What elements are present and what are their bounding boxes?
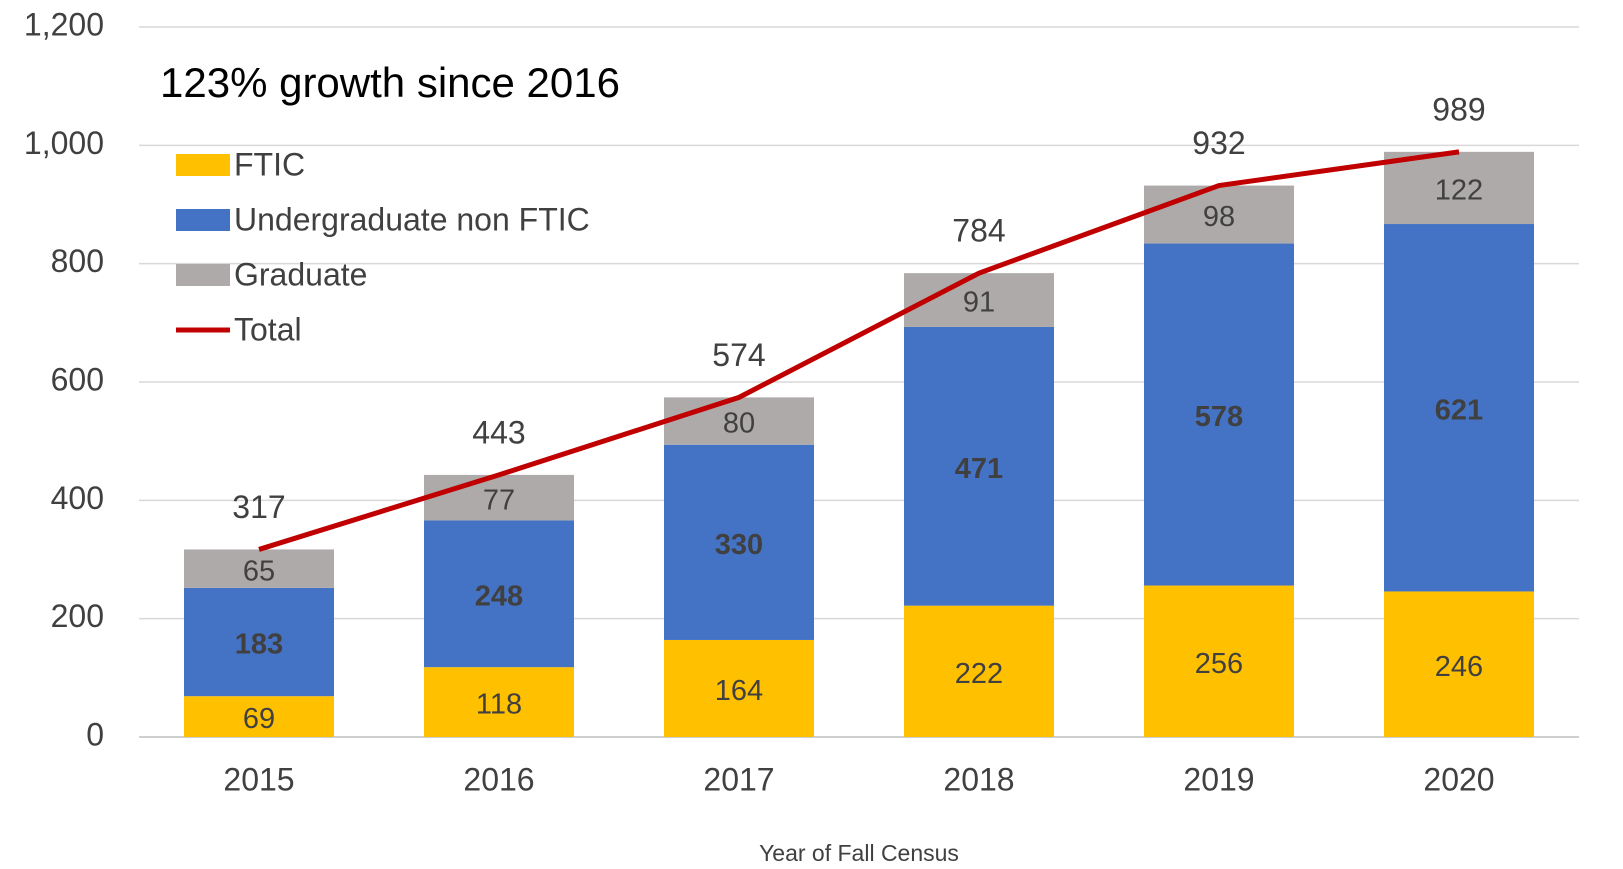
bar (1384, 151, 1534, 225)
legend-label: Graduate (234, 256, 367, 292)
data-label: 330 (715, 529, 763, 561)
bar (424, 667, 574, 737)
bar (1144, 243, 1294, 586)
y-tick-label: 200 (51, 598, 104, 634)
bar (904, 326, 1054, 606)
data-label: 164 (715, 675, 763, 707)
legend-swatch (176, 209, 230, 231)
y-tick-label: 1,200 (24, 6, 104, 42)
data-label: 91 (963, 287, 995, 319)
data-label: 118 (476, 689, 522, 721)
bar (664, 444, 814, 640)
total-label: 989 (1432, 91, 1485, 127)
bar (184, 549, 334, 588)
legend-label: Total (234, 311, 302, 347)
data-label: 77 (483, 484, 515, 516)
total-label: 932 (1192, 125, 1245, 161)
data-label: 621 (1435, 394, 1483, 426)
data-label: 222 (955, 658, 1003, 690)
data-label: 80 (723, 408, 755, 440)
bar (904, 605, 1054, 737)
y-tick-label: 800 (51, 243, 104, 279)
bar (424, 520, 574, 668)
legend-label: FTIC (234, 146, 305, 182)
data-label: 578 (1195, 401, 1243, 433)
total-label: 317 (232, 489, 285, 525)
x-tick-label: 2016 (463, 761, 534, 797)
bar (424, 474, 574, 521)
y-tick-label: 600 (51, 361, 104, 397)
bar (664, 639, 814, 737)
bar (1144, 585, 1294, 737)
x-tick-label: 2018 (943, 761, 1014, 797)
data-label: 256 (1195, 648, 1243, 680)
x-tick-label: 2017 (703, 761, 774, 797)
bar (1144, 185, 1294, 244)
data-label: 65 (243, 555, 275, 587)
y-tick-label: 0 (86, 716, 104, 752)
y-tick-label: 400 (51, 480, 104, 516)
data-label: 248 (475, 580, 523, 612)
legend-swatch (176, 264, 230, 286)
total-label: 784 (952, 213, 1005, 249)
data-label: 98 (1203, 201, 1235, 233)
x-tick-label: 2015 (223, 761, 294, 797)
bar (184, 696, 334, 737)
x-tick-label: 2019 (1183, 761, 1254, 797)
total-label: 443 (472, 414, 525, 450)
bar (184, 587, 334, 697)
total-label: 574 (712, 337, 765, 373)
data-label: 246 (1435, 651, 1483, 683)
data-label: 122 (1435, 175, 1483, 207)
x-tick-label: 2020 (1423, 761, 1494, 797)
data-label: 471 (955, 453, 1003, 485)
legend-swatch (176, 154, 230, 176)
line (258, 149, 1460, 552)
x-axis-title: Year of Fall Census (759, 840, 959, 866)
annotation: 123% growth since 2016 (160, 59, 620, 106)
bar (664, 397, 814, 445)
bar (1384, 224, 1534, 592)
legend-label: Undergraduate non FTIC (234, 201, 590, 237)
bar (1384, 591, 1534, 737)
data-label: 69 (243, 703, 275, 735)
data-label: 183 (235, 629, 283, 661)
y-tick-label: 1,000 (24, 125, 104, 161)
